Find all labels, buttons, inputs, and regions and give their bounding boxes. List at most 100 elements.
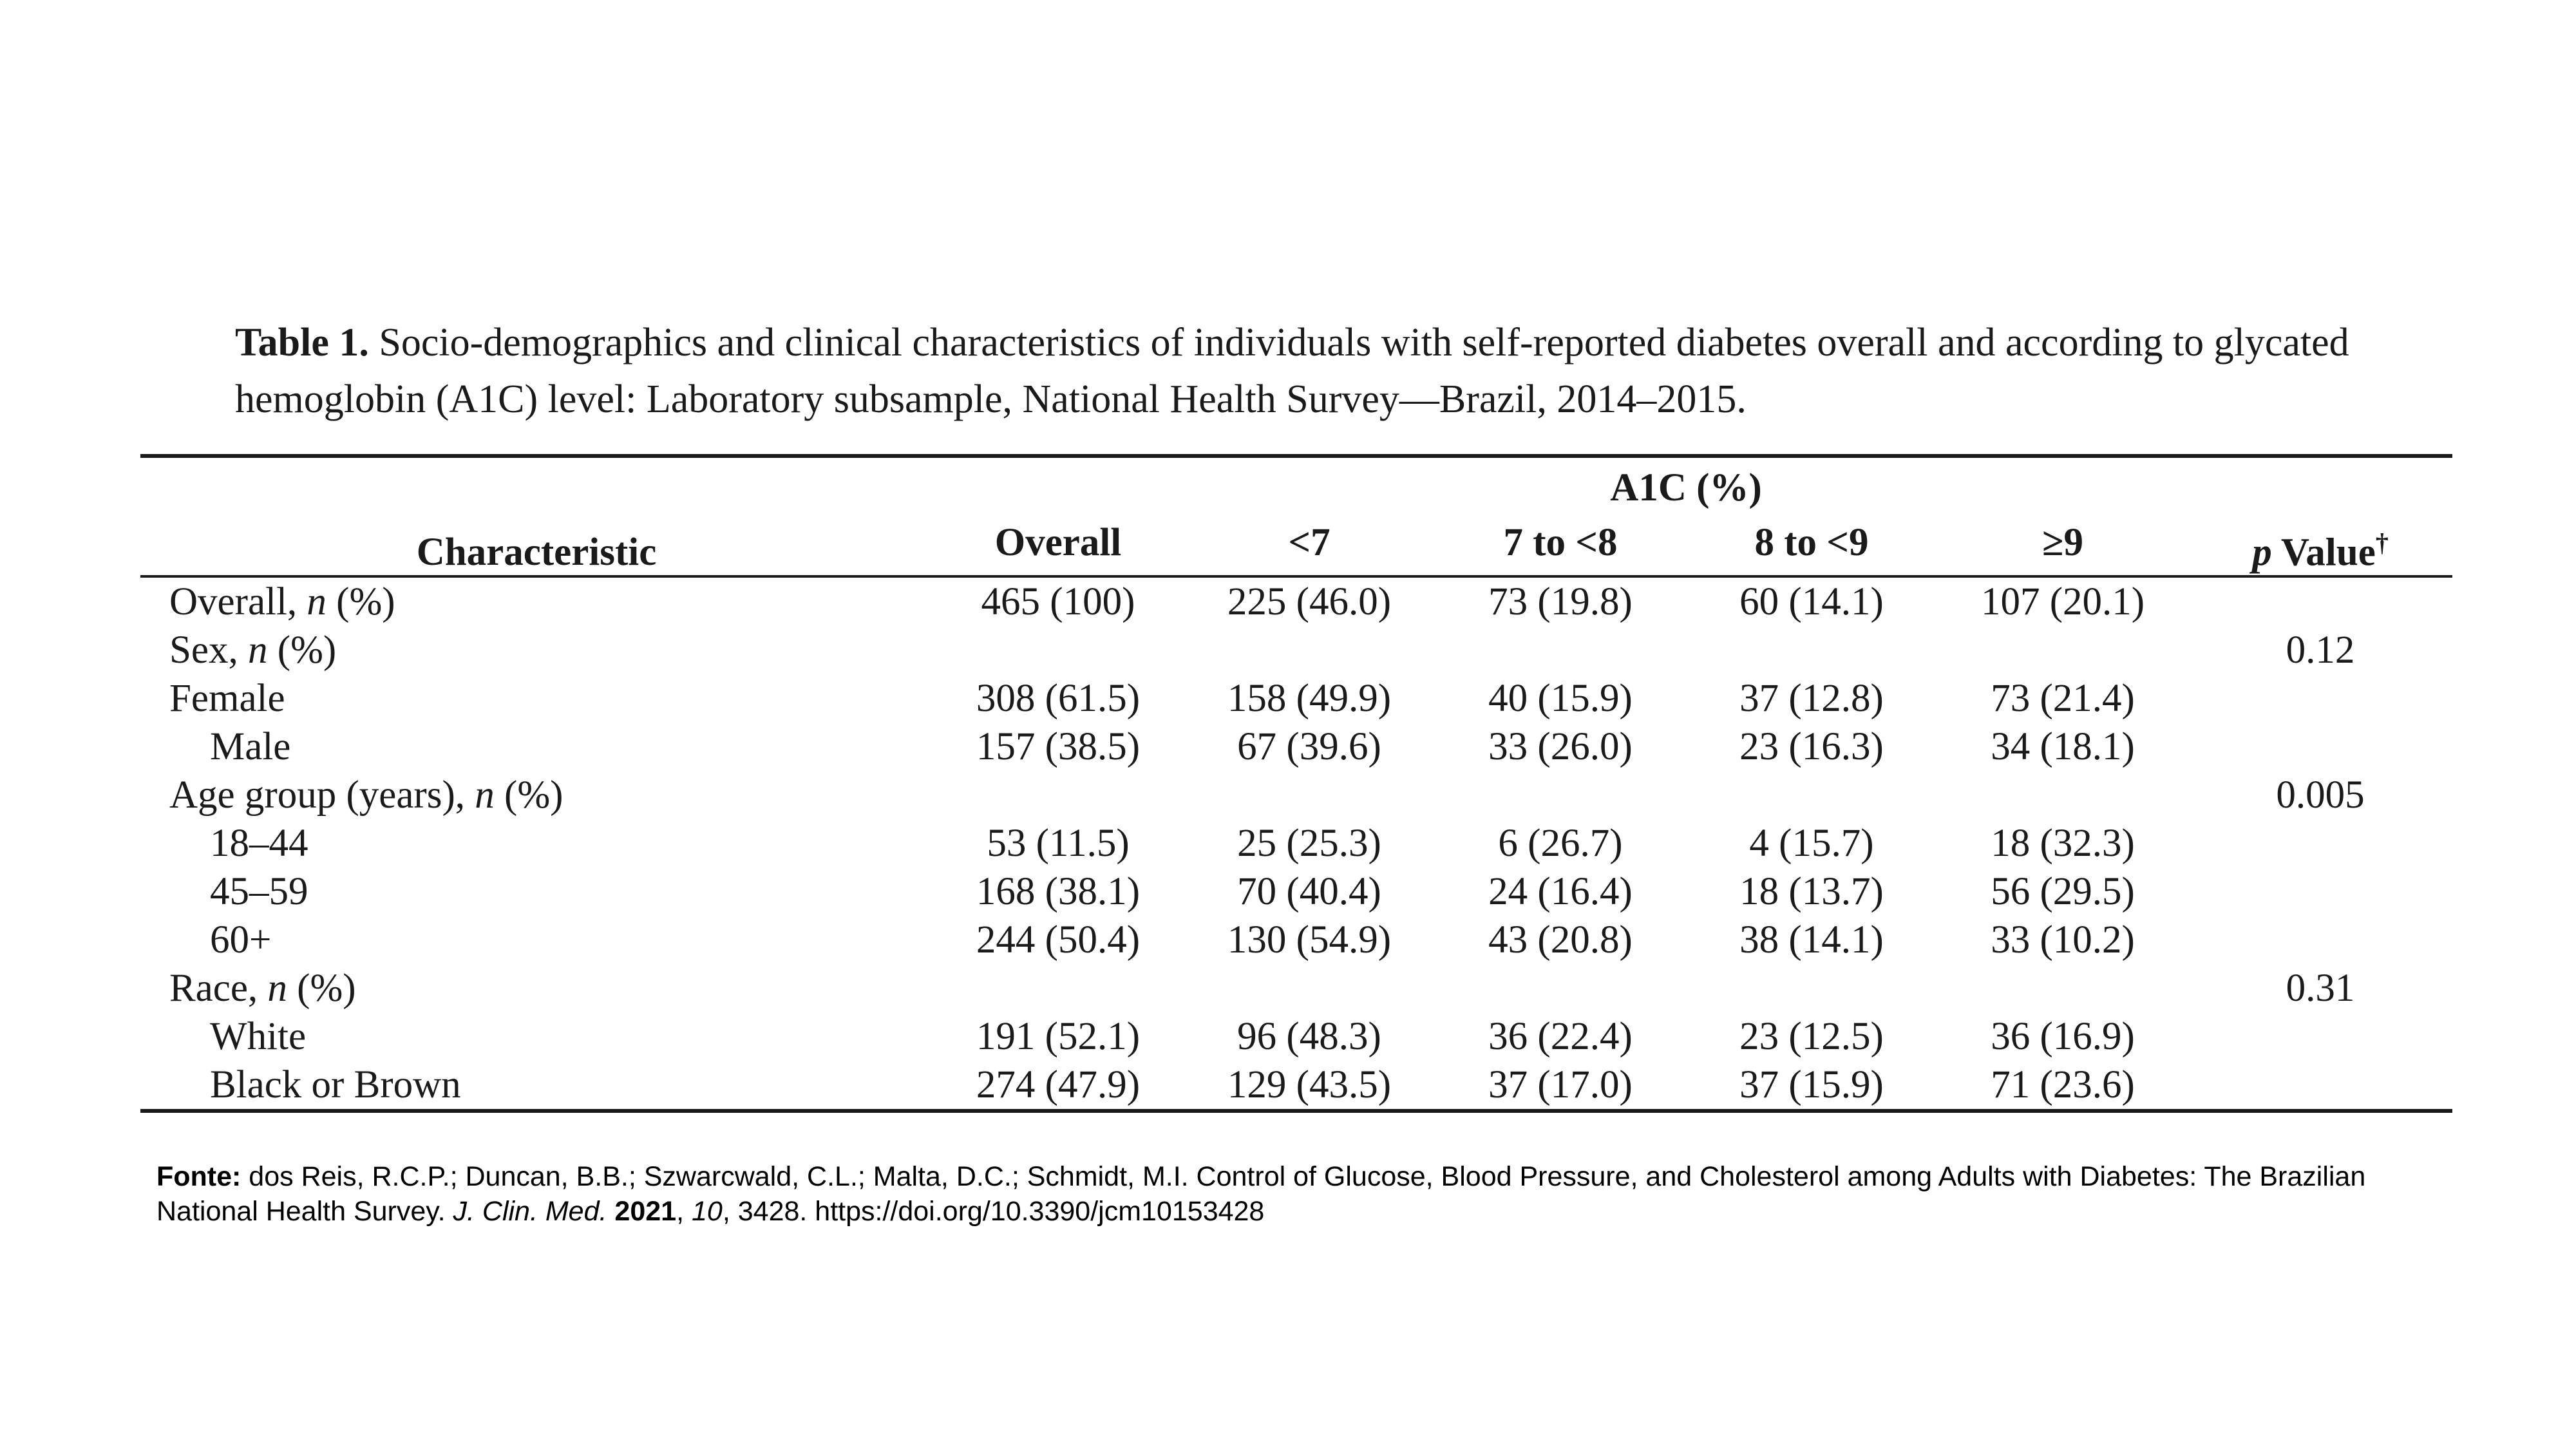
cell-lt7: 70 (40.4)	[1237, 870, 1381, 913]
header-p-mark: †	[2375, 527, 2389, 557]
cell-ge9	[1937, 626, 2188, 674]
cell-lt7: 96 (48.3)	[1237, 1015, 1381, 1058]
header-overall: Overall	[933, 511, 1184, 578]
table-row: 18–44 53 (11.5) 25 (25.3) 6 (26.7) 4 (15…	[140, 819, 2452, 867]
cell-ge9	[1937, 964, 2188, 1012]
row-label: Male	[210, 725, 291, 768]
cell-lt7: 25 (25.3)	[1237, 822, 1381, 865]
cell-lt7: 225 (46.0)	[1227, 580, 1392, 623]
cell-p-value	[2188, 819, 2452, 867]
cell-8to9	[1686, 626, 1937, 674]
cell-8to9: 18 (13.7)	[1739, 870, 1884, 913]
cell-lt7: 130 (54.9)	[1227, 918, 1392, 961]
cell-7to8: 33 (26.0)	[1488, 725, 1633, 768]
citation-volume: 10	[692, 1196, 723, 1227]
cell-ge9: 18 (32.3)	[1991, 822, 2135, 865]
cell-8to9: 4 (15.7)	[1749, 822, 1874, 865]
cell-ge9: 36 (16.9)	[1991, 1015, 2135, 1058]
citation-journal: J. Clin. Med.	[453, 1196, 607, 1227]
cell-p-value	[2188, 867, 2452, 916]
cell-8to9: 23 (12.5)	[1739, 1015, 1884, 1058]
cell-p-value: 0.005	[2276, 773, 2365, 817]
cell-overall: 168 (38.1)	[976, 870, 1141, 913]
cell-lt7	[1184, 626, 1435, 674]
cell-7to8: 43 (20.8)	[1488, 918, 1633, 961]
cell-ge9: 107 (20.1)	[1980, 580, 2145, 623]
header-ge9: ≥9	[1937, 511, 2189, 578]
header-a1c-group: A1C (%)	[1184, 454, 2189, 511]
header-p-value: p Value†	[2188, 454, 2453, 578]
table-row: Race, n (%) 0.31	[140, 964, 2452, 1012]
cell-7to8	[1435, 964, 1686, 1012]
cell-p-value: 0.31	[2286, 967, 2355, 1010]
citation-year: 2021	[614, 1196, 677, 1227]
cell-overall	[933, 964, 1184, 1012]
table-caption: Table 1. Socio-demographics and clinical…	[235, 314, 2425, 428]
row-label: 45–59	[210, 870, 308, 913]
cell-overall	[933, 771, 1184, 819]
cell-7to8: 6 (26.7)	[1498, 822, 1623, 865]
caption-text: Socio-demographics and clinical characte…	[235, 321, 2349, 421]
cell-lt7	[1184, 964, 1435, 1012]
cell-7to8: 24 (16.4)	[1488, 870, 1633, 913]
cell-lt7	[1184, 771, 1435, 819]
cell-overall: 157 (38.5)	[976, 725, 1141, 768]
cell-8to9: 60 (14.1)	[1739, 580, 1884, 623]
cell-lt7: 158 (49.9)	[1227, 677, 1392, 720]
cell-8to9: 38 (14.1)	[1739, 918, 1884, 961]
cell-overall: 244 (50.4)	[976, 918, 1141, 961]
cell-overall: 191 (52.1)	[976, 1015, 1141, 1058]
header-characteristic: Characteristic	[140, 454, 933, 578]
cell-overall	[933, 626, 1184, 674]
header-8to9: 8 to <9	[1686, 511, 1937, 578]
cell-7to8: 40 (15.9)	[1488, 677, 1633, 720]
cell-lt7: 129 (43.5)	[1184, 1061, 1435, 1113]
cell-overall: 53 (11.5)	[987, 822, 1130, 865]
cell-7to8	[1435, 626, 1686, 674]
table-row: Male 157 (38.5) 67 (39.6) 33 (26.0) 23 (…	[140, 723, 2452, 771]
citation-rest: , 3428. https://doi.org/10.3390/jcm10153…	[722, 1196, 1265, 1227]
cell-p-value	[2188, 674, 2452, 723]
row-label: Race, n (%)	[169, 967, 356, 1010]
cell-p-value	[2188, 576, 2452, 626]
cell-8to9: 37 (15.9)	[1686, 1061, 1937, 1113]
cell-8to9	[1686, 964, 1937, 1012]
table-row: Age group (years), n (%) 0.005	[140, 771, 2452, 819]
header-p-italic: p	[2252, 531, 2272, 574]
cell-7to8: 37 (17.0)	[1435, 1061, 1686, 1113]
cell-7to8	[1435, 771, 1686, 819]
table-row: Sex, n (%) 0.12	[140, 626, 2452, 674]
cell-p-value	[2188, 916, 2452, 964]
row-label: Overall, n (%)	[169, 580, 395, 623]
table-row: White 191 (52.1) 96 (48.3) 36 (22.4) 23 …	[140, 1012, 2452, 1061]
row-label: 18–44	[210, 822, 308, 865]
header-7to8: 7 to <8	[1435, 511, 1686, 578]
data-table: Characteristic A1C (%) p Value† Overall …	[140, 454, 2453, 1113]
cell-7to8: 36 (22.4)	[1488, 1015, 1633, 1058]
table-row: Female 308 (61.5) 158 (49.9) 40 (15.9) 3…	[140, 674, 2452, 723]
cell-8to9	[1686, 771, 1937, 819]
citation-authors: dos Reis, R.C.P.; Duncan, B.B.; Szwarcwa…	[156, 1161, 2366, 1227]
row-label: Black or Brown	[140, 1061, 933, 1113]
cell-7to8: 73 (19.8)	[1488, 580, 1633, 623]
cell-lt7: 67 (39.6)	[1237, 725, 1381, 768]
cell-overall: 308 (61.5)	[976, 677, 1141, 720]
cell-p-value	[2188, 1012, 2452, 1061]
cell-ge9	[1937, 771, 2188, 819]
row-label: Female	[169, 677, 285, 720]
header-p-rest: Value	[2271, 531, 2376, 574]
cell-ge9: 56 (29.5)	[1991, 870, 2135, 913]
table-row: 60+ 244 (50.4) 130 (54.9) 43 (20.8) 38 (…	[140, 916, 2452, 964]
cell-overall: 465 (100)	[981, 580, 1135, 623]
row-label: Age group (years), n (%)	[169, 773, 564, 817]
row-label: 60+	[210, 918, 272, 961]
table-row: Overall, n (%) 465 (100) 225 (46.0) 73 (…	[140, 576, 2452, 626]
row-label: White	[210, 1015, 307, 1058]
cell-ge9: 73 (21.4)	[1991, 677, 2135, 720]
cell-8to9: 37 (12.8)	[1739, 677, 1884, 720]
cell-p-value	[2188, 1061, 2453, 1113]
cell-overall: 274 (47.9)	[933, 1061, 1184, 1113]
row-label: Sex, n (%)	[169, 629, 337, 672]
fonte-label: Fonte:	[156, 1161, 242, 1192]
header-lt7: <7	[1184, 511, 1435, 578]
